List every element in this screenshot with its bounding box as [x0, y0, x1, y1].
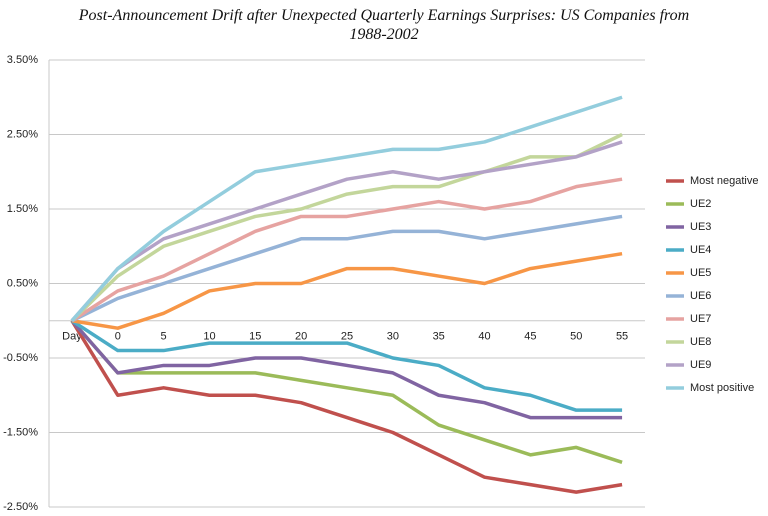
- x-tick-label: 25: [341, 331, 353, 343]
- series-line: [71, 214, 623, 323]
- legend-label: UE2: [690, 198, 711, 210]
- series-line: [70, 95, 623, 322]
- series-line: [70, 132, 623, 323]
- legend-label: UE3: [690, 221, 711, 233]
- x-tick-label: 45: [524, 331, 536, 343]
- x-tick-label: 50: [570, 331, 582, 343]
- x-tick-label: 35: [433, 331, 445, 343]
- series-line: [70, 319, 623, 464]
- legend-label: Most positive: [690, 382, 754, 394]
- y-tick-label: 0.50%: [7, 277, 38, 289]
- series-line: [70, 319, 623, 412]
- legend-label: UE9: [690, 359, 711, 371]
- x-tick-label: 15: [249, 331, 261, 343]
- y-tick-label: -2.50%: [3, 501, 38, 513]
- x-tick-label: 40: [478, 331, 490, 343]
- x-tick-label: 5: [161, 331, 167, 343]
- x-tick-label: 30: [387, 331, 399, 343]
- legend-label: UE6: [690, 290, 711, 302]
- x-tick-label: 20: [295, 331, 307, 343]
- y-tick-label: -1.50%: [3, 426, 38, 438]
- legend-label: UE4: [690, 244, 711, 256]
- x-tick-label: 10: [203, 331, 215, 343]
- legend-label: Most negative: [690, 175, 758, 187]
- legend-label: UE7: [690, 313, 711, 325]
- x-tick-label: Day: [62, 331, 82, 343]
- series-line: [70, 177, 623, 323]
- legend-label: UE5: [690, 267, 711, 279]
- series-line: [70, 140, 623, 322]
- x-tick-label: 0: [115, 331, 121, 343]
- series-line: [71, 251, 623, 330]
- y-tick-label: 2.50%: [7, 128, 38, 140]
- legend-label: UE8: [690, 336, 711, 348]
- series-line: [70, 319, 623, 494]
- chart-title: Post-Announcement Drift after Unexpected…: [78, 7, 690, 43]
- series-line: [70, 319, 623, 420]
- y-tick-label: 3.50%: [7, 54, 38, 66]
- y-tick-label: -0.50%: [3, 352, 38, 364]
- y-tick-label: 1.50%: [7, 203, 38, 215]
- x-tick-label: 55: [616, 331, 628, 343]
